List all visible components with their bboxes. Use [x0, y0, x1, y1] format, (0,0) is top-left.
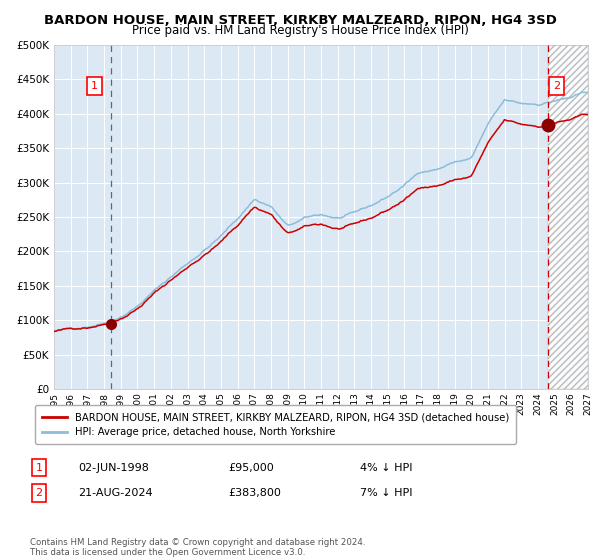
Line: BARDON HOUSE, MAIN STREET, KIRKBY MALZEARD, RIPON, HG4 3SD (detached house): BARDON HOUSE, MAIN STREET, KIRKBY MALZEA… — [54, 114, 588, 332]
BARDON HOUSE, MAIN STREET, KIRKBY MALZEARD, RIPON, HG4 3SD (detached house) — [68, 325, 76, 332]
Text: £383,800: £383,800 — [228, 488, 281, 498]
BARDON HOUSE, MAIN STREET, KIRKBY MALZEARD, RIPON, HG4 3SD (detached house) — [85, 324, 92, 331]
Text: 1: 1 — [35, 463, 43, 473]
BARDON HOUSE, MAIN STREET, KIRKBY MALZEARD, RIPON, HG4 3SD (detached house) — [581, 111, 589, 118]
Text: Price paid vs. HM Land Registry's House Price Index (HPI): Price paid vs. HM Land Registry's House … — [131, 24, 469, 37]
Text: £95,000: £95,000 — [228, 463, 274, 473]
Text: 02-JUN-1998: 02-JUN-1998 — [78, 463, 149, 473]
Line: HPI: Average price, detached house, North Yorkshire: HPI: Average price, detached house, Nort… — [54, 92, 588, 332]
Text: 4% ↓ HPI: 4% ↓ HPI — [360, 463, 413, 473]
HPI: Average price, detached house, North Yorkshire: (2.02e+03, 3.19e+05): Average price, detached house, North Yor… — [431, 166, 438, 173]
HPI: Average price, detached house, North Yorkshire: (2.02e+03, 4.18e+05): Average price, detached house, North Yor… — [511, 98, 518, 105]
Text: 2: 2 — [35, 488, 43, 498]
HPI: Average price, detached house, North Yorkshire: (2e+03, 8.82e+04): Average price, detached house, North Yor… — [68, 325, 76, 332]
BARDON HOUSE, MAIN STREET, KIRKBY MALZEARD, RIPON, HG4 3SD (detached house) — [584, 111, 592, 118]
BARDON HOUSE, MAIN STREET, KIRKBY MALZEARD, RIPON, HG4 3SD (detached house) — [511, 118, 518, 125]
Text: 7% ↓ HPI: 7% ↓ HPI — [360, 488, 413, 498]
HPI: Average price, detached house, North Yorkshire: (2.03e+03, 4.31e+05): Average price, detached house, North Yor… — [580, 89, 587, 96]
BARDON HOUSE, MAIN STREET, KIRKBY MALZEARD, RIPON, HG4 3SD (detached house) — [325, 223, 332, 230]
BARDON HOUSE, MAIN STREET, KIRKBY MALZEARD, RIPON, HG4 3SD (detached house) — [50, 328, 58, 335]
HPI: Average price, detached house, North Yorkshire: (2.01e+03, 2.51e+05): Average price, detached house, North Yor… — [325, 213, 332, 220]
Text: Contains HM Land Registry data © Crown copyright and database right 2024.
This d: Contains HM Land Registry data © Crown c… — [30, 538, 365, 557]
Text: 2: 2 — [553, 81, 560, 91]
Text: 1: 1 — [91, 81, 98, 91]
HPI: Average price, detached house, North Yorkshire: (2.03e+03, 4.31e+05): Average price, detached house, North Yor… — [584, 89, 592, 96]
BARDON HOUSE, MAIN STREET, KIRKBY MALZEARD, RIPON, HG4 3SD (detached house) — [431, 183, 438, 189]
HPI: Average price, detached house, North Yorkshire: (2e+03, 9.02e+04): Average price, detached house, North Yor… — [85, 324, 92, 330]
Text: BARDON HOUSE, MAIN STREET, KIRKBY MALZEARD, RIPON, HG4 3SD: BARDON HOUSE, MAIN STREET, KIRKBY MALZEA… — [44, 14, 556, 27]
HPI: Average price, detached house, North Yorkshire: (2e+03, 8.4e+04): Average price, detached house, North Yor… — [50, 328, 58, 335]
Legend: BARDON HOUSE, MAIN STREET, KIRKBY MALZEARD, RIPON, HG4 3SD (detached house), HPI: BARDON HOUSE, MAIN STREET, KIRKBY MALZEA… — [35, 405, 516, 445]
Text: 21-AUG-2024: 21-AUG-2024 — [78, 488, 152, 498]
BARDON HOUSE, MAIN STREET, KIRKBY MALZEARD, RIPON, HG4 3SD (detached house) — [580, 111, 587, 118]
HPI: Average price, detached house, North Yorkshire: (2.03e+03, 4.31e+05): Average price, detached house, North Yor… — [581, 89, 589, 96]
